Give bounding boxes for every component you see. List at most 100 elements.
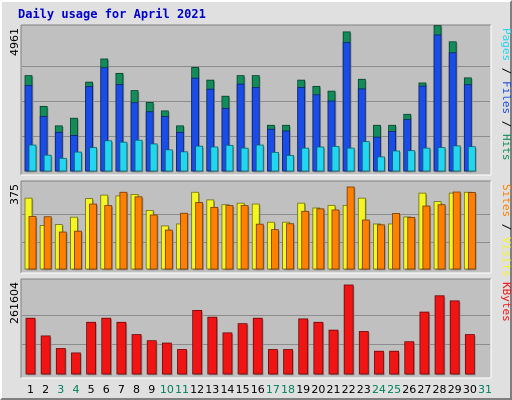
files-bar [433,34,443,173]
sites-bar [361,219,371,271]
files-bar-fill [312,94,321,172]
legend-item-pages: Pages [500,28,512,61]
pages-bar-fill [437,147,446,172]
files-bar [206,88,215,173]
kbytes-bar-fill [177,349,187,375]
pages-bar [240,147,250,173]
files-bar-fill [342,42,351,172]
x-tick-label: 8 [133,383,140,396]
pages-bar-fill [361,141,370,172]
sites-bar [407,216,416,271]
sites-bar-fill [407,216,416,270]
files-bar-fill [403,119,412,172]
kbytes-bar-fill [313,321,324,375]
kbytes-bar [237,323,249,376]
pages-bar [437,147,447,173]
files-bar [115,84,125,173]
kbytes-bar [101,317,112,376]
x-tick-label: 10 [160,383,174,396]
sites-bar [119,191,129,271]
pages-bar-fill [119,141,128,172]
pages-bar [58,157,68,173]
pages-bar-fill [28,144,37,172]
kbytes-bar-fill [86,321,96,375]
kbytes-bar-fill [343,284,354,375]
sites-bar-fill [74,230,82,270]
legend-item-hits: Hits [500,134,512,161]
x-tick-label: 26 [402,383,416,396]
files-bar-fill [266,128,275,172]
pages-bar-fill [331,146,340,172]
files-bar-fill [54,131,63,172]
pages-bar-fill [255,144,264,172]
pages-bar [255,144,265,173]
files-bar [191,77,200,173]
kbytes-bar [161,342,173,376]
files-bar-fill [24,85,33,172]
sites-bar [422,205,432,271]
x-tick-label: 11 [175,383,189,396]
legend-item-kbytes: KBytes [500,282,512,322]
pages-bar [286,155,295,173]
kbytes-bar [192,309,203,376]
chart-title: Daily usage for April 2021 [18,7,206,21]
kbytes-bar-fill [449,300,460,375]
kbytes-bar [283,349,294,376]
sites-bar [134,196,144,271]
files-bar-fill [221,107,230,172]
sites-bar [452,191,462,271]
pages-bar [301,147,310,173]
sites-bar [392,213,401,271]
kbytes-bar [389,350,400,376]
kbytes-bar-fill [328,329,339,375]
sites-bar [104,205,113,271]
kbytes-bar [419,311,431,376]
x-tick-label: 31 [478,383,492,396]
pages-bar-fill [164,149,173,172]
sites-bar [437,204,447,271]
files-bar-fill [100,67,109,172]
kbytes-bar-fill [207,316,218,375]
kbytes-bar [252,317,264,376]
sites-bar-fill [43,216,52,270]
kbytes-bar-fill [192,309,203,375]
x-tick-label: 15 [236,383,250,396]
sites-bar-fill [225,205,234,270]
pages-bar-fill [301,147,310,172]
pages-bar [164,149,174,173]
pages-bar [422,147,432,173]
kbytes-bar-fill [252,317,263,375]
sites-bar-fill [422,205,431,270]
pages-bar [28,144,38,173]
pages-bar-fill [74,151,82,172]
pages-bar-fill [286,155,294,172]
pages-bar-fill [180,151,188,172]
legend-item-visits: Visits [500,237,512,277]
kbytes-bar-fill [374,350,384,375]
pages-bar [104,140,113,173]
sites-bar [149,214,159,271]
files-bar-fill [282,130,290,172]
files-bar [85,86,94,173]
kbytes-bar-fill [283,349,293,375]
kbytes-bar-fill [71,352,81,375]
kbytes-bar-fill [358,331,369,375]
sites-bar-fill [134,196,143,270]
pages-bar [43,154,53,173]
kbytes-bar [222,332,234,376]
pages-bar [377,156,386,173]
legend-separator: / [500,114,512,134]
files-bar [24,85,34,173]
files-bar [282,130,291,173]
sites-bar [255,223,265,271]
kbytes-bar-fill [131,334,142,375]
x-tick-label: 27 [417,383,431,396]
files-bar-fill [463,84,472,172]
sites-bar [180,212,189,271]
pages-bar [74,151,83,173]
kbytes-bar-fill [40,335,51,375]
sites-bar-fill [195,202,204,270]
y-max-label: 4961 [8,28,21,56]
pages-bar [467,146,477,173]
sites-bar-fill [28,216,37,270]
